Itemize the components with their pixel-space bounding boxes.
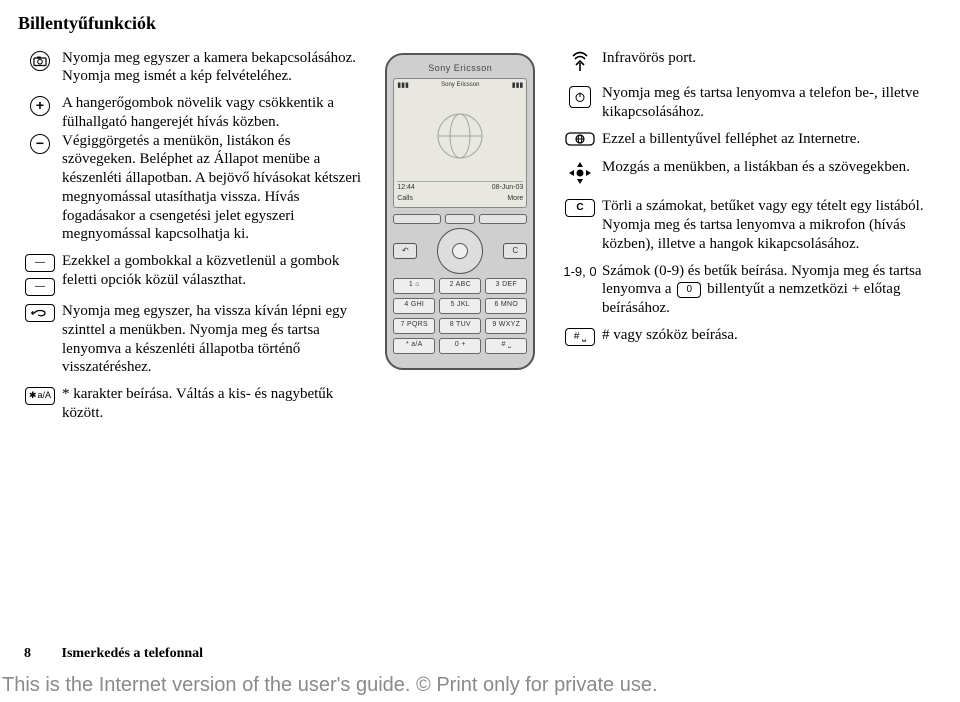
key-8: 8 TUV xyxy=(439,318,481,334)
soft-right-label: More xyxy=(507,195,523,204)
left-column: Nyomja meg egyszer a kamera bekapcsolásá… xyxy=(18,49,363,431)
content-columns: Nyomja meg egyszer a kamera bekapcsolásá… xyxy=(18,49,942,431)
row-digits: 1-9, 0 Számok (0-9) és betűk beírása. Ny… xyxy=(558,262,942,320)
soft-left-label: Calls xyxy=(397,195,413,204)
footer-text: Ismerkedés a telefonnal xyxy=(62,646,204,661)
phone-mockup: Sony Ericsson ▮▮▮ Sony Ericsson ▮▮▮ 12:4… xyxy=(385,53,535,370)
softkey-bottom-icon: — xyxy=(25,278,55,296)
row-camera: Nyomja meg egyszer a kamera bekapcsolásá… xyxy=(18,49,363,89)
ir-desc: Infravörös port. xyxy=(602,49,942,68)
screen-date: 08-Jun-03 xyxy=(492,184,524,193)
phone-column: Sony Ericsson ▮▮▮ Sony Ericsson ▮▮▮ 12:4… xyxy=(377,49,544,431)
nav-desc: Mozgás a menükben, a listákban és a szöv… xyxy=(602,158,942,177)
nav-icon xyxy=(567,160,593,192)
screen-brand: Sony Ericsson xyxy=(441,82,479,91)
c-sidekey: C xyxy=(503,243,527,259)
row-volume: + − A hangerőgombok növelik vagy csökken… xyxy=(18,94,363,246)
nav-row: ↶ C xyxy=(393,228,527,274)
back-desc: Nyomja meg egyszer, ha vissza kíván lépn… xyxy=(62,302,363,377)
right-softkey xyxy=(479,214,527,224)
internet-key-icon xyxy=(565,132,595,152)
digits-desc: Számok (0-9) és betűk beírása. Nyomja me… xyxy=(602,262,942,318)
row-back: Nyomja meg egyszer, ha vissza kíván lépn… xyxy=(18,302,363,379)
row-clear: C Törli a számokat, betűket vagy egy tét… xyxy=(558,197,942,255)
key-6: 6 MNO xyxy=(485,298,527,314)
hash-key-icon: # ⎵ xyxy=(565,328,595,346)
star-key-icon: ✱a/A xyxy=(25,387,55,405)
row-nav: Mozgás a menükben, a listákban és a szöv… xyxy=(558,158,942,192)
softkeys-desc: Ezekkel a gombokkal a közvetlenül a gomb… xyxy=(62,252,363,290)
left-softkey xyxy=(393,214,441,224)
page-title: Billentyűfunkciók xyxy=(18,12,942,35)
softkey-top-icon: — xyxy=(25,254,55,272)
phone-screen: ▮▮▮ Sony Ericsson ▮▮▮ 12:44 08-Jun-03 Ca… xyxy=(393,78,527,208)
key-9: 9 WXYZ xyxy=(485,318,527,334)
battery-icon: ▮▮▮ xyxy=(512,82,524,91)
row-ir: Infravörös port. xyxy=(558,49,942,79)
key-1: 1 ⌂ xyxy=(393,278,435,294)
disclaimer: This is the Internet version of the user… xyxy=(0,673,960,698)
key-hash: # ⎵ xyxy=(485,338,527,354)
back-sidekey: ↶ xyxy=(393,243,417,259)
key-4: 4 GHI xyxy=(393,298,435,314)
hash-desc: # vagy szóköz beírása. xyxy=(602,326,942,345)
row-softkeys: — — Ezekkel a gombokkal a közvetlenül a … xyxy=(18,252,363,296)
ir-icon xyxy=(568,51,592,79)
clear-key-icon: C xyxy=(565,199,595,217)
key-7: 7 PQRS xyxy=(393,318,435,334)
key-3: 3 DEF xyxy=(485,278,527,294)
volume-up-icon: + xyxy=(30,96,50,116)
screen-wallpaper xyxy=(397,91,523,182)
zero-key-inline-icon: 0 xyxy=(677,282,701,298)
internet-softkey xyxy=(445,214,475,224)
navpad xyxy=(437,228,483,274)
phone-brand: Sony Ericsson xyxy=(393,63,527,74)
key-5: 5 JKL xyxy=(439,298,481,314)
screen-time: 12:44 xyxy=(397,184,415,193)
page-number: 8 xyxy=(24,645,58,663)
star-desc: * karakter beírása. Váltás a kis- és nag… xyxy=(62,385,363,423)
digits-label: 1-9, 0 xyxy=(558,264,602,280)
signal-icon: ▮▮▮ xyxy=(397,82,409,91)
right-column: Infravörös port. Nyomja meg és tartsa le… xyxy=(558,49,942,431)
internet-desc: Ezzel a billentyűvel felléphet az Intern… xyxy=(602,130,942,149)
key-0: 0 + xyxy=(439,338,481,354)
row-internet: Ezzel a billentyűvel felléphet az Intern… xyxy=(558,130,942,152)
row-power: Nyomja meg és tartsa lenyomva a telefon … xyxy=(558,84,942,124)
power-desc: Nyomja meg és tartsa lenyomva a telefon … xyxy=(602,84,942,122)
back-key-icon xyxy=(25,304,55,322)
clear-desc: Törli a számokat, betűket vagy egy tétel… xyxy=(602,197,942,253)
volume-down-icon: − xyxy=(30,134,50,154)
power-key-icon xyxy=(569,86,591,108)
star-key-label: a/A xyxy=(38,390,52,401)
key-star: * a/A xyxy=(393,338,435,354)
camera-desc: Nyomja meg egyszer a kamera bekapcsolásá… xyxy=(62,49,363,87)
softkey-row xyxy=(393,214,527,224)
page-footer: 8 Ismerkedés a telefonnal xyxy=(24,645,203,663)
key-2: 2 ABC xyxy=(439,278,481,294)
volume-desc: A hangerőgombok növelik vagy csökkentik … xyxy=(62,94,363,244)
row-hash: # ⎵ # vagy szóköz beírása. xyxy=(558,326,942,347)
row-star: ✱a/A * karakter beírása. Váltás a kis- é… xyxy=(18,385,363,425)
keypad: 1 ⌂ 2 ABC 3 DEF 4 GHI 5 JKL 6 MNO 7 PQRS… xyxy=(393,278,527,354)
camera-key-icon xyxy=(30,51,50,71)
